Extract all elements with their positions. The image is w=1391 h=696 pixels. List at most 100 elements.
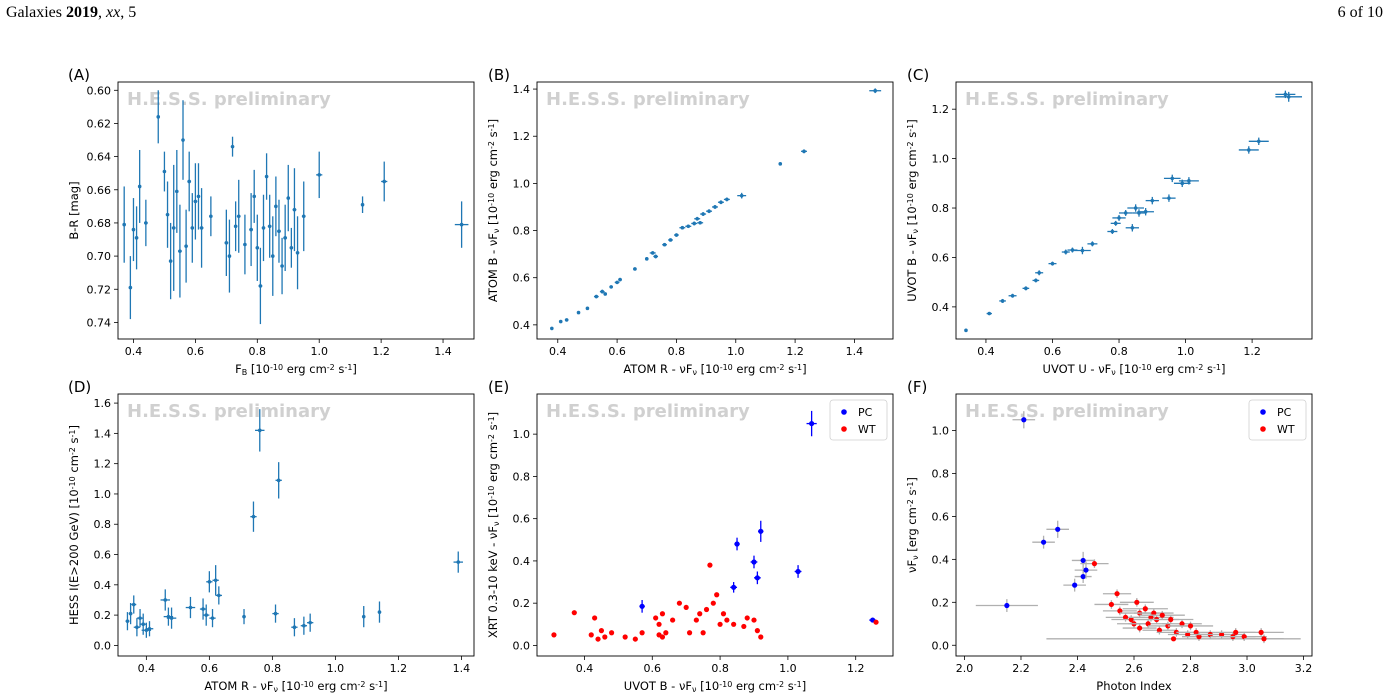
panel-label: (C)	[907, 66, 929, 84]
data-point	[676, 600, 683, 606]
y-tick-label: 0.4	[94, 579, 112, 592]
data-point	[695, 216, 699, 221]
panel-label: (E)	[488, 378, 509, 396]
series-pc	[639, 410, 877, 623]
y-tick-label: 0.4	[932, 553, 950, 566]
data-point	[1241, 634, 1247, 640]
data-point	[1218, 631, 1225, 638]
panel-f: (F) H.E.S.S. preliminary 2.0 2.2 2.4 2.6 2.8 3.…	[905, 378, 1313, 693]
x-axis-label: ATOM R - νFν [10-10 erg cm-2 s-1]	[623, 362, 806, 377]
data-point	[585, 306, 590, 311]
data-point	[608, 630, 615, 636]
y-tick-label: 0.8	[513, 225, 531, 238]
data-point	[987, 311, 992, 316]
data-point	[308, 620, 312, 625]
panel-d: (D) H.E.S.S. preliminary 0.4 0.6 0.8 1.0 1.2 1.…	[67, 378, 475, 694]
data-point	[1185, 631, 1191, 638]
x-tick-label: 0.6	[1044, 345, 1062, 358]
data-point	[725, 197, 729, 202]
x-tick-label: 1.0	[727, 345, 745, 358]
data-point	[224, 241, 229, 245]
data-point	[162, 169, 167, 174]
data-point	[360, 202, 365, 207]
data-point	[656, 621, 662, 627]
data-point	[243, 242, 247, 247]
data-point	[650, 251, 655, 255]
data-point	[571, 610, 577, 616]
data-point	[295, 250, 300, 255]
x-tick-label: 3.2	[1295, 662, 1313, 675]
data-point	[261, 226, 266, 230]
x-tick-label: 1.4	[846, 345, 864, 358]
data-point	[710, 600, 716, 606]
data-point	[1117, 608, 1123, 614]
data-point	[165, 212, 170, 217]
data-point	[257, 428, 262, 433]
data-point	[134, 236, 139, 240]
data-point	[603, 292, 608, 296]
data-point	[1148, 614, 1154, 620]
plot-frame	[955, 393, 1313, 657]
data-point	[137, 184, 142, 189]
data-point	[1037, 270, 1041, 275]
x-tick-label: 1.2	[1243, 345, 1261, 358]
x-tick-label: 2.8	[1182, 662, 1200, 675]
data-point	[361, 614, 366, 619]
y-tick-label: 0.74	[87, 316, 112, 329]
data-point	[592, 615, 598, 621]
panel-e: (E) H.E.S.S. preliminary 0.4 0.6 0.8 1.0 1.2 0.…	[486, 378, 894, 694]
x-tick-label: 1.0	[1177, 345, 1195, 358]
data-point	[1117, 216, 1121, 220]
plot-frame	[955, 81, 1313, 340]
data-point	[1021, 417, 1027, 423]
data-point	[251, 514, 256, 519]
data-point	[1233, 629, 1239, 635]
data-point	[758, 634, 764, 640]
data-point	[713, 205, 717, 209]
data-point	[1110, 229, 1115, 234]
data-point	[1286, 95, 1291, 99]
data-point	[217, 593, 221, 598]
data-point	[758, 528, 764, 534]
data-point	[122, 222, 126, 227]
x-tick-label: 0.8	[264, 662, 282, 675]
x-tick-label: 0.6	[201, 662, 219, 675]
y-tick-label: 0.4	[932, 301, 950, 314]
legend-label: WT	[1277, 423, 1295, 436]
data-point	[292, 207, 297, 212]
data-point	[210, 616, 215, 620]
data-point	[724, 617, 730, 623]
data-point	[141, 622, 146, 626]
data-point	[717, 621, 723, 627]
data-point	[670, 617, 676, 623]
data-point	[1134, 599, 1140, 605]
data-point	[1156, 627, 1163, 633]
x-tick-label: 1.2	[847, 662, 865, 675]
data-point	[1151, 610, 1157, 616]
data-point	[719, 200, 723, 205]
data-point	[178, 249, 182, 253]
data-point	[277, 229, 281, 234]
series-main	[125, 409, 463, 638]
data-point	[131, 227, 136, 232]
data-point	[125, 619, 130, 623]
data-point	[1034, 278, 1038, 283]
journal-volume: xx	[105, 4, 121, 21]
data-point	[128, 611, 133, 616]
data-point	[213, 578, 218, 583]
y-tick-label: 0.64	[87, 151, 112, 164]
data-point	[659, 634, 666, 640]
x-axis-label: FB [10-10 erg cm-2 s-1]	[235, 362, 357, 377]
journal-header: Galaxies 2019, xx, 5	[6, 4, 137, 21]
data-point	[751, 617, 757, 623]
data-point	[1113, 221, 1118, 226]
data-point	[301, 214, 306, 219]
x-tick-label: 0.6	[644, 662, 662, 675]
data-point	[1170, 636, 1177, 642]
data-point	[242, 614, 246, 619]
y-tick-label: 0.8	[94, 518, 112, 531]
data-point	[809, 420, 815, 427]
data-point	[280, 264, 284, 268]
data-point	[144, 221, 148, 225]
